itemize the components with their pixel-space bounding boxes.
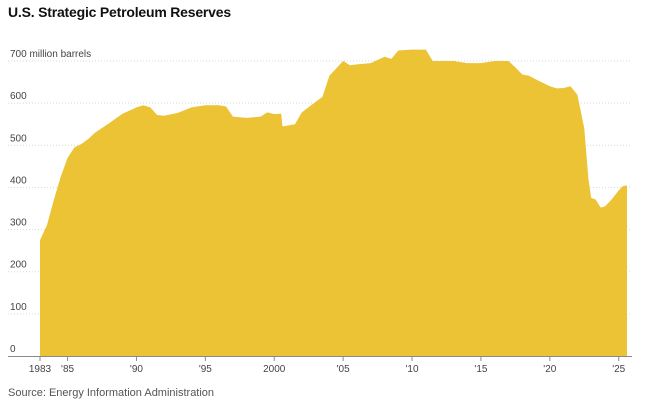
x-tick-label: 2000 bbox=[263, 364, 286, 375]
chart-source: Source: Energy Information Administratio… bbox=[8, 387, 215, 399]
axis-layer: 0 100 200 300 400 500 600 700 million barrels 19… bbox=[8, 49, 632, 375]
x-tick-label: '05 bbox=[337, 364, 350, 375]
x-tick-label: '95 bbox=[199, 364, 212, 375]
x-tick-label: '10 bbox=[406, 364, 419, 375]
x-tick-label: '85 bbox=[61, 364, 74, 375]
x-tick-label: '90 bbox=[130, 364, 143, 375]
y-tick-label: 700 million barrels bbox=[10, 49, 91, 60]
y-tick-label: 0 bbox=[10, 344, 16, 355]
y-tick-label: 100 bbox=[10, 302, 27, 313]
chart-title: U.S. Strategic Petroleum Reserves bbox=[8, 4, 231, 20]
area-layer bbox=[40, 49, 627, 357]
y-tick-label: 300 bbox=[10, 218, 27, 229]
x-tick-label: 1983 bbox=[29, 364, 52, 375]
y-tick-label: 200 bbox=[10, 260, 27, 271]
y-tick-label: 400 bbox=[10, 175, 27, 186]
y-tick-label: 500 bbox=[10, 133, 27, 144]
x-tick-label: '20 bbox=[543, 364, 556, 375]
x-tick-label: '15 bbox=[474, 364, 487, 375]
reserves-area bbox=[40, 49, 627, 357]
y-tick-label: 600 bbox=[10, 91, 27, 102]
x-tick-label: '25 bbox=[612, 364, 625, 375]
